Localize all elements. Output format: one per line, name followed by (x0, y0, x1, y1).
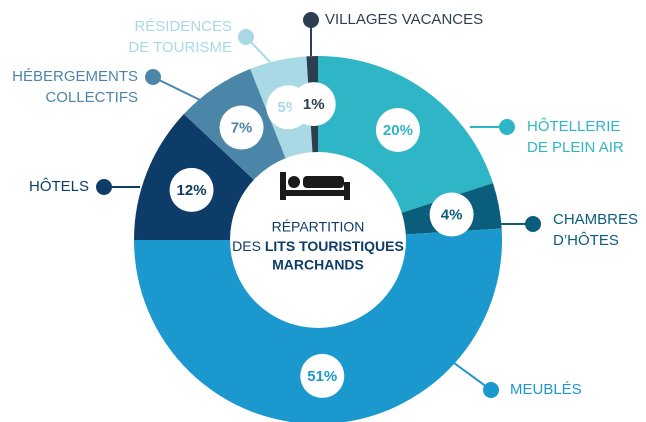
value-label: 7% (231, 119, 253, 136)
center-line: MARCHANDS (272, 257, 364, 273)
value-label-bg (169, 167, 214, 212)
value-label: 1% (303, 96, 325, 113)
legend-dot (483, 382, 499, 398)
legend-label: COLLECTIFS (45, 89, 138, 106)
legend-label: VILLAGES VACANCES (325, 11, 483, 28)
legend-label: CHAMBRES (553, 211, 638, 228)
value-label-bg (300, 353, 345, 398)
value-label: 51% (307, 368, 337, 385)
legend-label: HÉBERGEMENTS (12, 68, 138, 85)
legend-dot (238, 29, 254, 45)
center-line: DES LITS TOURISTIQUES (232, 238, 404, 254)
value-label-bg (219, 105, 264, 150)
value-label: 12% (177, 182, 207, 199)
leader-line (449, 359, 492, 391)
center-lead: DES (232, 238, 261, 254)
legend-label: D’HÔTES (553, 232, 619, 249)
value-label: 20% (383, 122, 413, 139)
center-bold: LITS TOURISTIQUES (265, 238, 404, 254)
leader-line (152, 76, 201, 101)
value-label-bg (429, 192, 474, 237)
legend-dot (303, 12, 319, 28)
value-label-bg (291, 82, 336, 127)
center-hole (230, 152, 406, 328)
bed-icon (280, 172, 350, 200)
legend-dot (96, 179, 112, 195)
legend-dot (525, 216, 541, 232)
legend-label: RÉSIDENCES (134, 18, 232, 35)
legend-label: DE PLEIN AIR (527, 139, 624, 156)
value-label-bg (375, 107, 420, 152)
center-line: RÉPARTITION (272, 219, 365, 235)
legend-label: DE TOURISME (128, 39, 232, 56)
legend-label: HÔTELLERIE (527, 118, 620, 135)
legend-dot (145, 69, 161, 85)
legend-label: HÔTELS (29, 178, 89, 195)
legend-label: MEUBLÉS (510, 381, 582, 398)
legend-dot (499, 119, 515, 135)
value-label: 4% (441, 206, 463, 223)
